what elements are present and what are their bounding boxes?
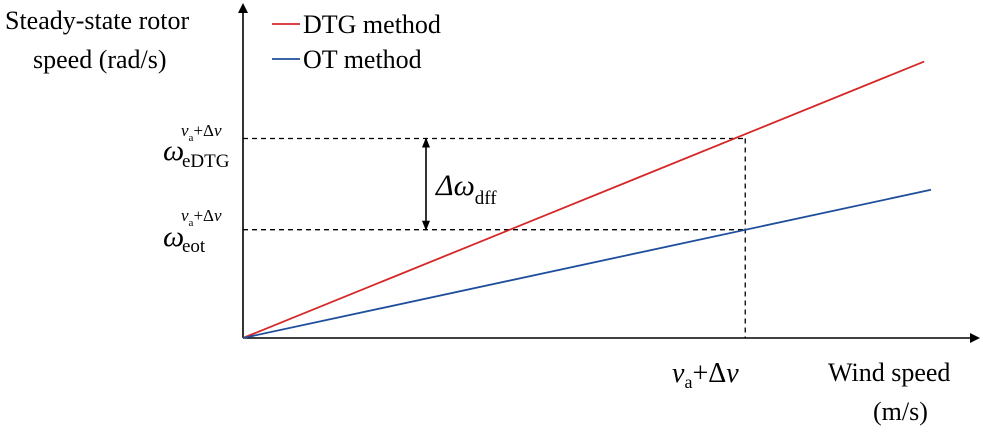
legend-label-dtg: DTG method	[303, 10, 441, 39]
legend: DTG method OT method	[272, 10, 441, 74]
series-line-dtg	[242, 60, 925, 339]
x-axis-label-line2: (m/s)	[873, 397, 928, 426]
y-marker-sub-edtg: eDTG	[182, 151, 230, 172]
y-marker-sub-eot: eot	[182, 236, 206, 257]
series-line-ot	[242, 188, 932, 339]
delta-omega-label: Δωdff	[435, 169, 497, 209]
y-axis-label-line1: Steady-state rotor	[5, 6, 189, 35]
legend-label-ot: OT method	[303, 45, 422, 74]
x-axis-label-line1: Wind speed	[828, 358, 950, 387]
y-axis-label-line2: speed (rad/s)	[33, 45, 167, 74]
x-marker-label: va+Δv	[672, 358, 739, 392]
y-marker-label-edtg: ω	[163, 134, 184, 167]
y-marker-label-eot: ω	[163, 220, 184, 253]
y-marker-sup-edtg: va+Δv	[181, 121, 222, 144]
y-marker-sup-eot: va+Δv	[181, 206, 222, 229]
